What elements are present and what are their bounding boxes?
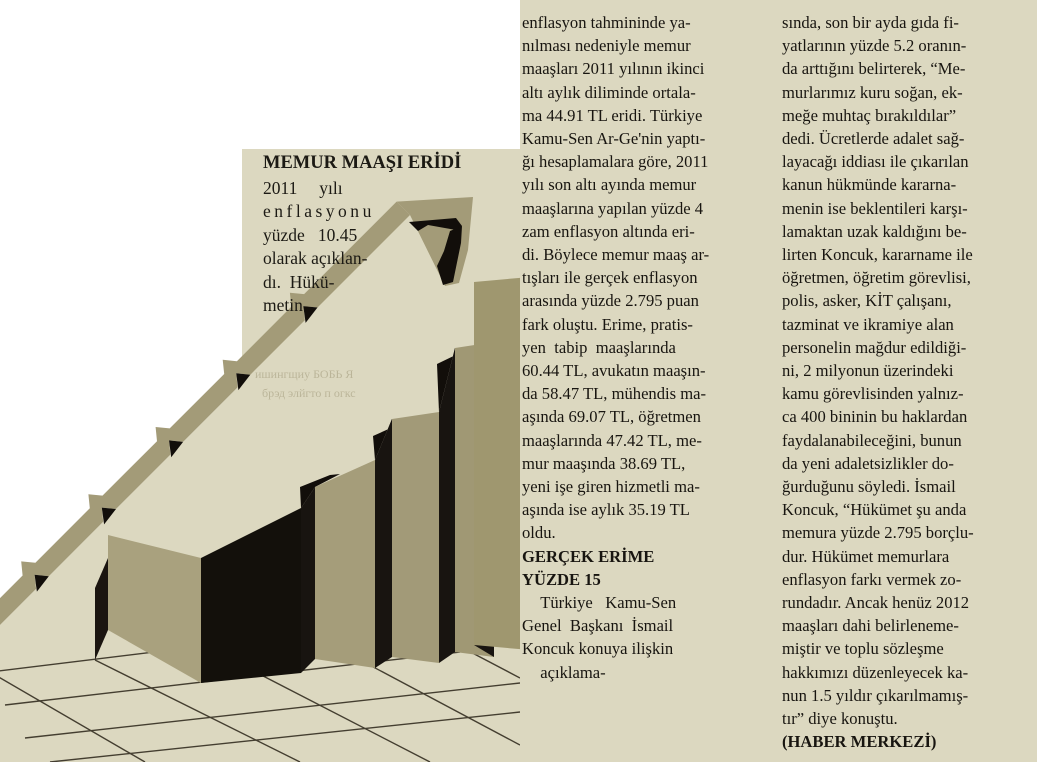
svg-text:ишингщиу БОБЬ Я: ишингщиу БОБЬ Я <box>255 367 353 381</box>
svg-text:брэд элйгто п огкс: брэд элйгто п огкс <box>262 386 356 400</box>
